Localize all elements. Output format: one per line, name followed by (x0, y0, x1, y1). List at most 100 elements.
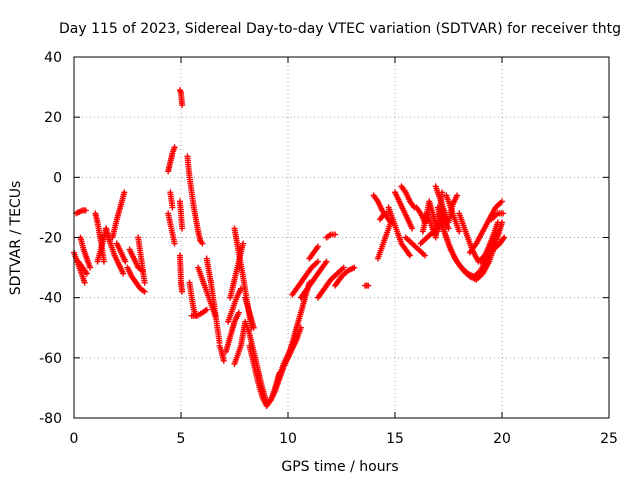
y-tick-label: -80 (39, 411, 62, 427)
grid (74, 57, 609, 418)
x-tick-label: 20 (493, 431, 511, 447)
series-f1 (225, 285, 244, 325)
series-b3 (103, 225, 127, 277)
data-point (500, 210, 507, 217)
series-d2 (176, 198, 186, 232)
data-point (499, 198, 505, 205)
series-g3 (272, 333, 300, 391)
data-point (314, 243, 321, 250)
data-point (169, 204, 176, 211)
data-point (141, 288, 148, 295)
data-point (454, 192, 461, 199)
data-point (87, 264, 94, 271)
series-a3 (75, 258, 90, 277)
data-point (409, 225, 416, 232)
y-tick-label: 20 (44, 110, 62, 126)
data-point (456, 228, 463, 235)
chart-title: Day 115 of 2023, Sidereal Day-to-day VTE… (59, 21, 621, 37)
series-k5 (477, 234, 508, 265)
series-e1 (184, 153, 206, 247)
data-point (121, 189, 128, 196)
data-point (100, 258, 107, 265)
series-j4 (443, 192, 463, 235)
y-tick-label: 40 (44, 50, 62, 66)
series-c2 (167, 189, 176, 211)
data-point (340, 264, 347, 271)
data-point (179, 288, 186, 295)
series-e7 (222, 309, 242, 355)
data-point (199, 240, 206, 247)
data-point (365, 282, 372, 289)
data-point (443, 216, 450, 223)
data-point (501, 234, 508, 241)
axes: 0 5 10 15 20 25 -80 -60 -40 -20 0 20 40 (39, 50, 618, 447)
data-point (171, 144, 178, 151)
data-point (323, 258, 330, 265)
data-points (71, 87, 508, 409)
series-f2 (227, 240, 247, 301)
series-k2 (439, 222, 503, 280)
series-k6 (488, 210, 507, 223)
series-d1 (176, 87, 186, 109)
series-h5 (323, 231, 339, 241)
series-e4 (195, 264, 219, 319)
series-h3 (297, 258, 330, 301)
x-tick-label: 0 (70, 431, 79, 447)
x-axis-label: GPS time / hours (281, 459, 398, 475)
data-point (351, 264, 358, 271)
series-i7 (402, 234, 428, 259)
series-k4 (466, 198, 505, 256)
data-point (83, 270, 90, 277)
series-a2 (73, 207, 89, 217)
series-b5 (113, 240, 129, 265)
x-tick-label: 10 (279, 431, 297, 447)
series-h2 (289, 258, 321, 298)
data-point (171, 240, 178, 247)
series-h7 (332, 264, 358, 289)
data-point (250, 324, 257, 331)
series-f4 (242, 294, 257, 331)
data-point (120, 270, 127, 277)
x-tick-label: 15 (386, 431, 404, 447)
data-point (421, 252, 428, 259)
series-h1 (285, 279, 313, 361)
data-point (141, 279, 148, 286)
x-tick-label: 25 (600, 431, 618, 447)
series-c1 (165, 144, 178, 175)
data-point (387, 219, 394, 226)
series-i4 (385, 204, 413, 259)
series-b4 (109, 189, 128, 241)
data-point (82, 207, 89, 214)
data-point (314, 258, 321, 265)
y-axis-label: SDTVAR / TECUs (8, 181, 24, 296)
data-point (406, 252, 413, 259)
data-point (445, 225, 452, 232)
series-c3 (165, 210, 178, 247)
series-b6 (124, 264, 148, 295)
data-point (235, 309, 242, 316)
series-i2 (374, 219, 394, 262)
series-h8 (362, 282, 372, 289)
series-e5 (203, 255, 223, 346)
series-e6 (216, 342, 227, 364)
y-tick-label: -20 (39, 231, 62, 247)
series-b8 (135, 234, 148, 286)
series-e3 (188, 306, 210, 319)
data-point (81, 279, 88, 286)
series-d3 (176, 252, 186, 295)
y-tick-label: 0 (53, 170, 62, 186)
y-tick-label: -60 (39, 351, 62, 367)
series-i5 (392, 189, 416, 232)
x-tick-label: 5 (177, 431, 186, 447)
data-point (179, 102, 186, 109)
series-h4 (306, 243, 321, 262)
data-point (240, 240, 247, 247)
data-point (220, 357, 227, 364)
data-point (179, 225, 186, 232)
y-tick-label: -40 (39, 291, 62, 307)
data-point (122, 258, 129, 265)
series-h6 (314, 264, 347, 301)
data-point (203, 306, 210, 313)
data-point (494, 219, 501, 226)
